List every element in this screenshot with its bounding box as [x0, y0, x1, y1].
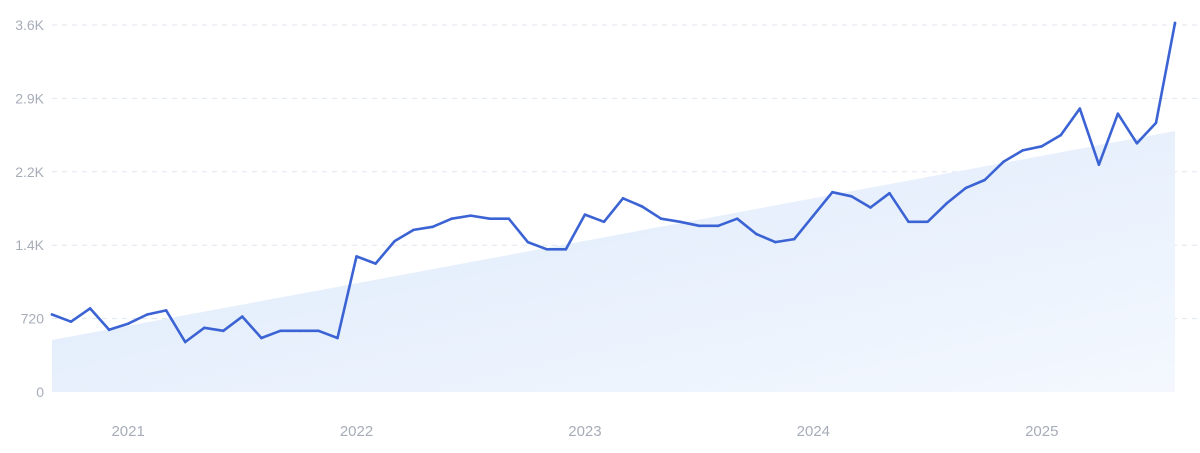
data-point [1040, 145, 1044, 148]
data-point [850, 194, 853, 198]
data-point [888, 191, 891, 195]
data-point [374, 262, 377, 265]
data-point [241, 315, 244, 318]
data-point [88, 307, 92, 310]
data-point [945, 202, 948, 205]
y-tick-label: 720 [21, 311, 45, 327]
data-point [964, 186, 967, 190]
data-point [507, 217, 511, 220]
data-point [164, 309, 168, 312]
data-point [1059, 133, 1063, 137]
x-tick-label: 2022 [340, 423, 373, 440]
series-line [50, 21, 1177, 344]
data-point [621, 197, 625, 200]
data-point [735, 217, 739, 220]
y-tick-label: 2.9K [15, 90, 44, 106]
trend-area [52, 131, 1175, 392]
data-point [1002, 160, 1005, 163]
data-point [754, 232, 758, 236]
data-point [1116, 112, 1120, 115]
data-point [298, 329, 301, 333]
data-point [222, 329, 225, 333]
data-point [716, 224, 720, 228]
data-point [1097, 163, 1101, 166]
data-point [1021, 149, 1025, 152]
data-point [640, 205, 644, 208]
y-tick-label: 0 [36, 384, 44, 400]
data-point [336, 336, 339, 340]
data-point [183, 340, 187, 344]
data-point [50, 313, 54, 316]
data-point [469, 214, 473, 217]
y-tick-label: 3.6K [15, 17, 44, 33]
data-point [812, 214, 815, 217]
data-point [69, 320, 73, 323]
data-point [107, 328, 111, 332]
data-point [488, 217, 492, 220]
data-point [126, 322, 130, 325]
data-point [1135, 141, 1139, 145]
x-axis: 2021 2022 2023 2024 2025 [111, 423, 1058, 440]
data-point [678, 220, 682, 224]
data-point [260, 336, 263, 340]
x-tick-label: 2024 [797, 423, 830, 440]
x-tick-label: 2023 [568, 423, 601, 440]
data-point [1173, 21, 1177, 25]
y-tick-label: 1.4K [15, 237, 44, 253]
data-point [1078, 107, 1082, 110]
data-point [145, 313, 149, 316]
data-point [983, 178, 986, 182]
data-point [697, 224, 701, 228]
y-axis: 0 720 1.4K 2.2K 2.9K 3.6K [15, 17, 44, 400]
data-point [773, 240, 777, 244]
data-point [659, 217, 663, 220]
data-point [355, 255, 358, 258]
data-point [1154, 121, 1158, 125]
data-point [279, 329, 282, 333]
data-point [793, 237, 796, 241]
data-point [202, 326, 206, 330]
x-tick-label: 2021 [111, 423, 144, 440]
data-point [393, 239, 396, 243]
data-point [602, 220, 606, 224]
data-point [564, 247, 568, 251]
data-point [526, 240, 530, 244]
data-point [831, 190, 834, 194]
x-tick-label: 2025 [1025, 423, 1058, 440]
data-point [869, 206, 872, 209]
trend-area-fill [52, 131, 1175, 392]
data-point [450, 217, 454, 220]
y-tick-label: 2.2K [15, 164, 44, 180]
data-point [926, 220, 929, 224]
data-point [412, 228, 415, 232]
data-point [583, 213, 587, 216]
data-point [317, 329, 320, 333]
data-point [907, 220, 910, 224]
data-point [545, 247, 549, 251]
series-line-layer [50, 21, 1177, 344]
data-point [431, 225, 434, 229]
